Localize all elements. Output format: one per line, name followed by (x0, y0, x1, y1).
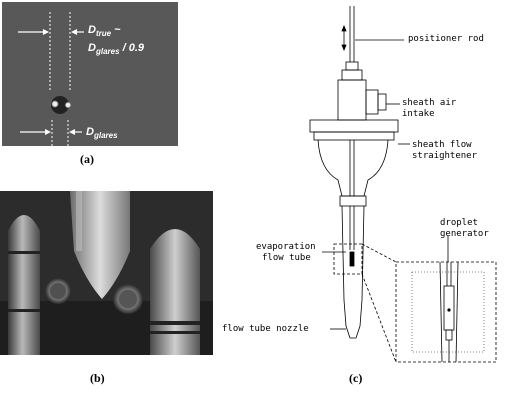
schematic-drawing (309, 6, 497, 363)
flange (309, 119, 399, 133)
zoomed-droplet-generator (443, 285, 455, 331)
label-evaporation-flow-tube-1: evaporation (256, 242, 316, 252)
label-sheath-air-intake-1: sheath air (402, 98, 457, 108)
zoom-box (395, 261, 497, 363)
caption-a: (a) (80, 152, 94, 166)
caption-b: (b) (90, 371, 105, 385)
funnel (317, 139, 389, 197)
d-true-label: Dtrue ~ (88, 24, 121, 39)
label-sheath-flow-straightener-2: straightener (412, 151, 478, 161)
d-glares-bottom-label: Dglares (86, 126, 118, 141)
panel-a-image: Dtrue ~ Dglares / 0.9 Dglares (2, 2, 178, 146)
right-cylinder (150, 229, 200, 355)
droplet-glare-left (51, 100, 59, 108)
callout-source-box (333, 243, 363, 275)
label-positioner-rod: positioner rod (408, 34, 484, 44)
flow-tube-left-wall (341, 205, 345, 301)
flow-tube-nozzle (343, 299, 363, 339)
label-droplet-generator-1: droplet (440, 218, 478, 228)
label-sheath-flow-straightener-1: sheath flow (412, 140, 472, 150)
sheath-air-housing (337, 79, 367, 121)
panel-b-drawing (0, 191, 213, 355)
panel-c-schematic: positioner rod sheath air intake sheath … (214, 0, 509, 390)
label-sheath-air-intake-2: intake (402, 109, 435, 119)
droplet-glare-right (64, 101, 72, 109)
glass-tube (70, 191, 130, 299)
caption-c: (c) (349, 371, 363, 385)
d-glares-ratio-label: Dglares / 0.9 (88, 42, 144, 57)
panel-a-drawing (18, 12, 84, 146)
left-cylinder (8, 215, 40, 355)
sheath-air-intake (365, 89, 379, 115)
panel-b-photo (0, 191, 213, 355)
flow-tube-right-wall (361, 205, 365, 301)
label-flow-tube-nozzle: flow tube nozzle (222, 324, 309, 334)
label-evaporation-flow-tube-2: flow tube (262, 253, 311, 263)
label-droplet-generator-2: generator (440, 229, 489, 239)
